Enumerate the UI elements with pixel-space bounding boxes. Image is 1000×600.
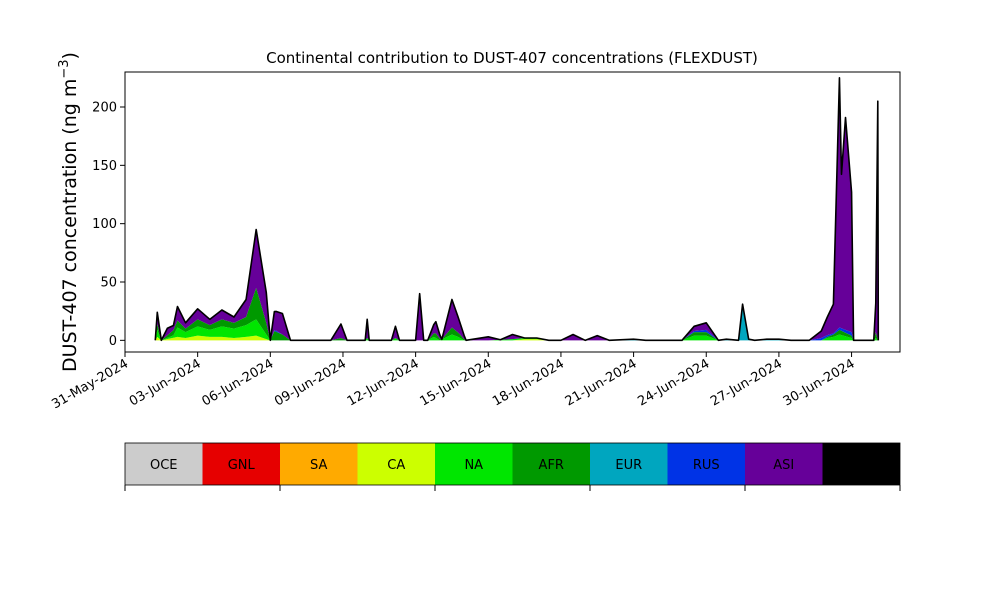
legend-label: SA [310,458,327,473]
plot-frame [124,71,901,353]
y-axis-label-superscript: −3 [57,59,72,78]
y-tick-label: 50 [100,276,117,291]
y-tick-label: 200 [92,101,117,116]
legend-swatch-rus [667,443,745,485]
y-tick-label: 150 [92,159,117,174]
legend-swatch-na [435,443,513,485]
legend-swatch-afr [512,443,590,485]
plot-area [124,71,901,353]
legend-swatch-asi [745,443,823,485]
y-axis: 0 50 100 150 200 [92,101,125,349]
y-axis-label-text: DUST-407 concentration (ng m [59,79,81,372]
legend-label: GNL [228,458,256,473]
y-tick-label: 0 [109,334,117,349]
y-tick-label: 100 [92,217,117,232]
legend-label: CA [387,458,405,473]
legend-label: EUR [615,458,642,473]
legend-swatch-eur [590,443,668,485]
x-tick-label: 21-Jun-2024 [563,356,640,409]
legend-swatch-sa [280,443,358,485]
x-tick-label: 09-Jun-2024 [272,356,349,409]
total-outline [154,77,880,342]
legend-swatch-ca [357,443,435,485]
x-tick-label: 24-Jun-2024 [635,356,712,409]
legend-label: AUS [848,458,875,473]
x-tick-label: 15-Jun-2024 [417,356,494,409]
chart-title: Continental contribution to DUST-407 con… [266,49,758,67]
area-asi [155,77,879,341]
x-tick-label: 03-Jun-2024 [127,356,204,409]
x-tick-label: 18-Jun-2024 [490,356,567,409]
legend-label: OCE [150,458,178,473]
x-tick-label: 27-Jun-2024 [708,356,785,409]
legend-label: ASI [773,458,794,473]
x-tick-label: 06-Jun-2024 [199,356,276,409]
area-ca [155,335,879,341]
legend-label: RUS [693,458,720,473]
legend-swatch-oce [125,443,203,485]
legend-frame [124,442,901,486]
legend: OCE GNL SA CA NA AFR EUR RUS ASI AUS [124,442,901,491]
x-tick-label: 12-Jun-2024 [345,356,422,409]
y-axis-label-close: ) [59,52,81,59]
legend-label: AFR [539,458,564,473]
x-axis: 31-May-202403-Jun-202406-Jun-202409-Jun-… [49,352,858,412]
y-axis-label: DUST-407 concentration (ng m−3) [57,52,81,372]
legend-swatch-gnl [202,443,280,485]
legend-swatch-aus [822,443,900,485]
x-tick-label: 30-Jun-2024 [781,356,858,409]
legend-label: NA [464,458,483,473]
